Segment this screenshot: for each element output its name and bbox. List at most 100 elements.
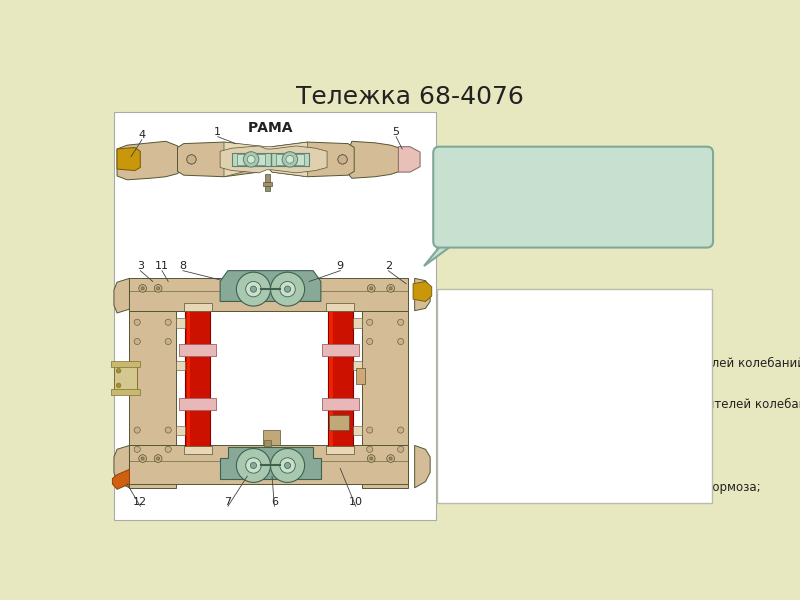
Circle shape <box>270 272 305 306</box>
Circle shape <box>134 427 140 433</box>
Bar <box>176 426 186 436</box>
Bar <box>264 440 270 446</box>
Polygon shape <box>414 445 430 488</box>
Text: 9, 10 — скользуны вертикальные;: 9, 10 — скользуны вертикальные; <box>448 440 661 453</box>
Text: 11 — кронштейн ручного тормоза;: 11 — кронштейн ручного тормоза; <box>448 461 676 473</box>
Text: 1: 1 <box>214 127 222 137</box>
Circle shape <box>270 449 305 482</box>
Text: 2: 2 <box>385 261 392 271</box>
Bar <box>176 361 186 370</box>
Circle shape <box>186 155 196 164</box>
Circle shape <box>165 319 171 325</box>
Polygon shape <box>224 142 308 177</box>
Bar <box>362 311 409 488</box>
Bar <box>328 309 353 448</box>
Circle shape <box>116 383 121 388</box>
Circle shape <box>116 368 121 373</box>
Circle shape <box>237 449 270 482</box>
Polygon shape <box>220 146 327 173</box>
Polygon shape <box>398 146 420 172</box>
Text: Узлы и детали: Узлы и детали <box>448 295 578 311</box>
Circle shape <box>389 457 392 460</box>
Circle shape <box>141 457 144 460</box>
Text: 10: 10 <box>349 497 362 506</box>
Bar <box>353 361 362 370</box>
Bar <box>187 309 190 448</box>
Bar <box>186 309 210 448</box>
Circle shape <box>157 457 160 460</box>
Text: 7 — кронштейны горизонтальных гасителей колебаний;: 7 — кронштейны горизонтальных гасителей … <box>448 398 800 411</box>
Circle shape <box>366 338 373 344</box>
Circle shape <box>280 458 295 473</box>
Circle shape <box>250 463 257 469</box>
Circle shape <box>134 319 140 325</box>
Text: 3: 3 <box>137 261 144 271</box>
Bar <box>353 319 362 328</box>
Text: 4, 5 — кронштейны поводков;: 4, 5 — кронштейны поводков; <box>448 377 639 391</box>
Polygon shape <box>117 148 140 170</box>
Circle shape <box>285 463 290 469</box>
Circle shape <box>398 319 404 325</box>
Bar <box>184 303 211 311</box>
Bar <box>322 344 359 356</box>
FancyBboxPatch shape <box>114 112 435 520</box>
Text: Тележка 68-4076: Тележка 68-4076 <box>296 85 524 109</box>
Circle shape <box>386 455 394 463</box>
Text: 6: 6 <box>271 497 278 506</box>
Bar <box>326 303 354 311</box>
Bar <box>114 365 138 392</box>
Polygon shape <box>114 445 130 488</box>
Bar <box>265 186 270 191</box>
Circle shape <box>282 152 298 167</box>
Text: 8 — кронштейны тормозных блоков;: 8 — кронштейны тормозных блоков; <box>448 419 699 432</box>
Bar <box>330 309 333 448</box>
Text: 1 — продольная балка;: 1 — продольная балка; <box>448 315 609 328</box>
Polygon shape <box>237 154 265 165</box>
Circle shape <box>157 287 160 290</box>
Circle shape <box>138 455 146 463</box>
Circle shape <box>389 287 392 290</box>
Polygon shape <box>276 154 304 165</box>
Circle shape <box>367 284 375 292</box>
Circle shape <box>338 155 347 164</box>
Bar <box>184 446 211 454</box>
Bar <box>179 398 216 410</box>
Circle shape <box>366 427 373 433</box>
Polygon shape <box>117 141 184 180</box>
Text: Рама тележки имеет сварную
коробчатую конструкцию из
листового проката: Рама тележки имеет сварную коробчатую ко… <box>452 167 694 227</box>
Bar <box>353 426 362 436</box>
Bar <box>356 368 365 384</box>
Circle shape <box>398 446 404 452</box>
Polygon shape <box>112 469 130 490</box>
Circle shape <box>246 458 262 473</box>
Circle shape <box>186 155 196 164</box>
Circle shape <box>141 287 144 290</box>
Polygon shape <box>346 141 416 178</box>
Text: 12: 12 <box>134 497 147 506</box>
Polygon shape <box>178 142 266 177</box>
Circle shape <box>237 272 270 306</box>
Polygon shape <box>114 278 130 313</box>
Bar <box>130 445 409 484</box>
Bar <box>176 319 186 328</box>
Polygon shape <box>266 142 354 177</box>
Circle shape <box>134 446 140 452</box>
Bar <box>111 361 140 367</box>
Bar <box>262 430 280 445</box>
Text: 7: 7 <box>224 497 231 506</box>
Polygon shape <box>424 238 462 266</box>
Circle shape <box>398 338 404 344</box>
Circle shape <box>243 152 259 167</box>
Bar <box>130 278 409 311</box>
Text: 11: 11 <box>155 261 169 271</box>
Text: 8: 8 <box>179 261 186 271</box>
Circle shape <box>370 457 373 460</box>
Circle shape <box>165 427 171 433</box>
Polygon shape <box>413 281 432 301</box>
Text: РАМА: РАМА <box>248 121 294 135</box>
Circle shape <box>370 287 373 290</box>
Circle shape <box>398 427 404 433</box>
Circle shape <box>154 284 162 292</box>
Text: 9: 9 <box>337 261 344 271</box>
Circle shape <box>246 281 262 297</box>
